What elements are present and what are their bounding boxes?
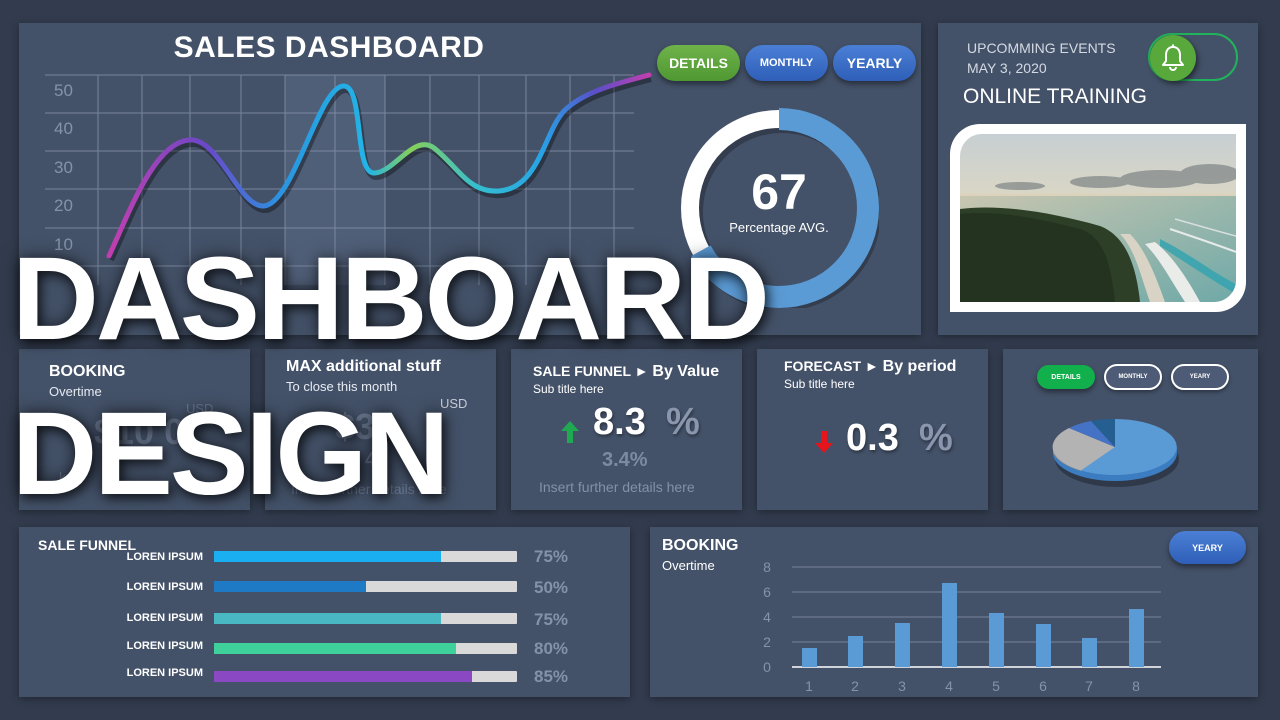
svg-text:3: 3: [898, 678, 906, 694]
event-photo-frame: [950, 124, 1246, 312]
funnel-row-pct: 50%: [534, 578, 569, 597]
sale-funnel-kpi-card: SALE FUNNEL ► By Value Sub title here 8.…: [511, 349, 742, 510]
headline-dashboard: DASHBOARD: [12, 233, 770, 365]
details-button[interactable]: DETAILS: [657, 45, 740, 81]
funnel-progress-bar: [214, 671, 517, 682]
max-kpi-currency: USD: [440, 396, 468, 411]
booking-chart-title: BOOKING: [662, 537, 739, 554]
funnel-progress-bar: [214, 613, 517, 624]
notification-toggle[interactable]: [1148, 33, 1238, 81]
booking-kpi-footer: ked: [59, 469, 82, 485]
funnel-kpi-title: SALE FUNNEL ► By Value: [533, 363, 720, 380]
funnel-progress-bar: [214, 643, 517, 654]
svg-text:2: 2: [851, 678, 859, 694]
max-additional-kpi-card: MAX additional stuff To close this month…: [265, 349, 496, 510]
funnel-kpi-value: 8.3: [593, 401, 646, 443]
funnel-row-label: LOREN IPSUM: [126, 581, 203, 593]
funnel-kpi-subtitle: Sub title here: [533, 382, 604, 396]
sale-funnel-title: SALE FUNNEL: [38, 537, 136, 553]
pie-chart-card: DETAILS MONTHLY YEARY: [1003, 349, 1258, 510]
funnel-kpi-secondary: 3.4%: [602, 449, 648, 471]
booking-kpi-subtitle: Overtime: [49, 384, 102, 399]
event-name: ONLINE TRAINING: [963, 85, 1147, 108]
pie-chart: [1052, 418, 1179, 487]
forecast-kpi-unit: %: [919, 417, 953, 459]
events-title: UPCOMMING EVENTS: [967, 40, 1116, 56]
bell-icon: [1150, 35, 1196, 81]
dashboard-title: SALES DASHBOARD: [173, 31, 485, 64]
yearly-button[interactable]: YEARLY: [833, 45, 916, 81]
pie-yearly-button[interactable]: YEARY: [1171, 364, 1229, 390]
svg-text:50: 50: [54, 81, 73, 100]
pie-monthly-button[interactable]: MONTHLY: [1104, 364, 1162, 390]
booking-kpi-value: $10 0: [94, 411, 185, 452]
svg-text:0: 0: [763, 659, 771, 675]
svg-text:8: 8: [1132, 678, 1140, 694]
svg-text:4: 4: [763, 609, 771, 625]
booking-bar-chart: 8 6 4 2 0 1 2 3 4 5 6 7 8: [763, 559, 1161, 694]
trend-up-arrow-icon: [561, 421, 579, 448]
beach-photo: [960, 134, 1236, 302]
svg-text:40: 40: [54, 119, 73, 138]
funnel-row-label: LOREN IPSUM: [126, 640, 203, 652]
headline-design: DESIGN: [12, 388, 449, 520]
sales-line-chart: 50 40 30 20 10: [45, 72, 652, 285]
booking-kpi-title: BOOKING: [49, 363, 126, 380]
max-kpi-value: $39: [335, 406, 396, 447]
max-kpi-title: MAX additional stuff: [286, 358, 441, 375]
forecast-kpi-value: 0.3: [846, 417, 899, 459]
gauge-value: 67: [751, 164, 807, 220]
svg-text:30: 30: [54, 158, 73, 177]
svg-text:6: 6: [763, 584, 771, 600]
booking-chart-panel: BOOKING Overtime YEARY 8 6 4 2 0 1 2 3 4…: [650, 527, 1258, 697]
booking-chart-subtitle: Overtime: [662, 558, 715, 573]
funnel-row-pct: 80%: [534, 639, 569, 658]
funnel-row-pct: 75%: [534, 610, 569, 629]
gauge-label: Percentage AVG.: [729, 220, 829, 235]
funnel-progress-bar: [214, 581, 517, 592]
max-kpi-subtitle: To close this month: [286, 379, 398, 394]
booking-kpi-currency: USD: [186, 401, 214, 416]
svg-text:5: 5: [992, 678, 1000, 694]
svg-text:10: 10: [54, 235, 73, 254]
booking-kpi-card: BOOKING Overtime USD $10 0 ked: [19, 349, 250, 510]
funnel-row-label: LOREN IPSUM: [126, 667, 203, 679]
svg-text:6: 6: [1039, 678, 1047, 694]
svg-text:8: 8: [763, 559, 771, 575]
funnel-kpi-unit: %: [666, 401, 700, 443]
svg-text:20: 20: [54, 196, 73, 215]
upcoming-events-panel: UPCOMMING EVENTS MAY 3, 2020 ONLINE TRAI…: [938, 23, 1258, 335]
forecast-kpi-title: FORECAST ► By period: [784, 358, 957, 375]
trend-down-arrow-icon: [815, 431, 833, 458]
max-kpi-footer: Insert further details here: [291, 481, 447, 497]
sale-funnel-panel: SALE FUNNEL LOREN IPSUM 75% LOREN IPSUM …: [19, 527, 630, 697]
events-date: MAY 3, 2020: [967, 60, 1047, 76]
forecast-kpi-card: FORECAST ► By period Sub title here 0.3 …: [757, 349, 988, 510]
svg-text:1: 1: [805, 678, 813, 694]
max-kpi-secondary: 40: [365, 449, 388, 471]
monthly-button[interactable]: MONTHLY: [745, 45, 828, 81]
percentage-gauge: 67 Percentage AVG.: [679, 108, 879, 308]
funnel-kpi-footer: Insert further details here: [539, 479, 695, 495]
svg-text:4: 4: [945, 678, 953, 694]
svg-text:2: 2: [763, 634, 771, 650]
forecast-kpi-subtitle: Sub title here: [784, 377, 855, 391]
booking-yearly-button[interactable]: YEARY: [1169, 531, 1246, 564]
sales-dashboard-panel: SALES DASHBOARD: [19, 23, 921, 335]
funnel-row-label: LOREN IPSUM: [126, 612, 203, 624]
funnel-row-pct: 85%: [534, 667, 569, 686]
svg-text:7: 7: [1085, 678, 1093, 694]
funnel-row-label: LOREN IPSUM: [126, 551, 203, 563]
pie-details-button[interactable]: DETAILS: [1037, 365, 1095, 389]
funnel-row-pct: 75%: [534, 547, 569, 566]
funnel-progress-bar: [214, 551, 517, 562]
